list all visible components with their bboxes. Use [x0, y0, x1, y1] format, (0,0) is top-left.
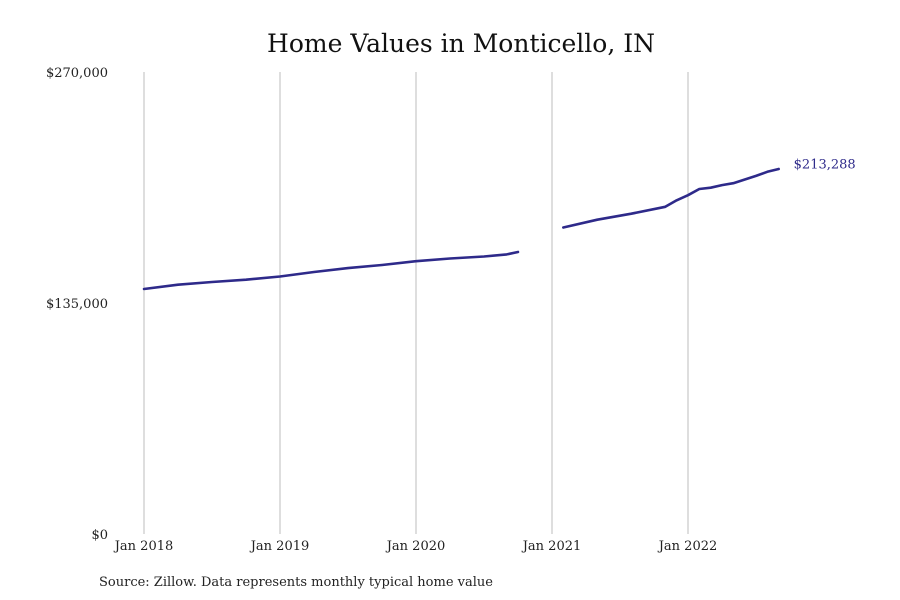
series-0-segment-0 — [142, 250, 520, 291]
x-axis-ticks: Jan 2018 Jan 2019 Jan 2020 Jan 2021 Jan 2022 — [113, 539, 718, 554]
chart-title: Home Values in Monticello, IN — [267, 29, 655, 58]
series-group — [142, 167, 780, 291]
source-note: Source: Zillow. Data represents monthly … — [99, 575, 493, 590]
x-tick-label-3: Jan 2021 — [521, 539, 582, 554]
x-tick-label-1: Jan 2019 — [249, 539, 310, 554]
gridlines — [143, 72, 689, 534]
y-tick-label-1: $135,000 — [46, 297, 108, 312]
y-tick-label-2: $270,000 — [46, 66, 108, 81]
x-tick-label-2: Jan 2020 — [385, 539, 446, 554]
y-tick-label-0: $0 — [91, 528, 108, 543]
series-0-segment-1 — [562, 167, 780, 229]
end-value-label: $213,288 — [794, 158, 856, 173]
x-tick-label-4: Jan 2022 — [657, 539, 718, 554]
x-tick-label-0: Jan 2018 — [113, 539, 174, 554]
y-axis-ticks: $0 $135,000 $270,000 — [46, 66, 108, 543]
